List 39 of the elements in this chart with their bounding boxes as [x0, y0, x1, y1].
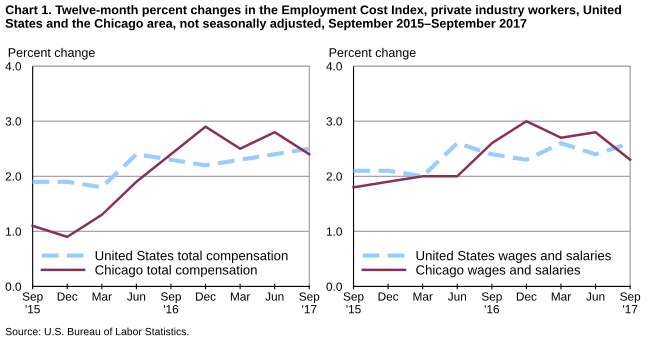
y-axis-title: Percent change [8, 48, 95, 60]
y-tick-label: 4.0 [5, 62, 22, 70]
source-note: Source: U.S. Bureau of Labor Statistics. [6, 328, 188, 336]
y-tick-label: 1.0 [6, 227, 22, 236]
y-tick-label: 3.0 [326, 117, 342, 126]
x-tick-label: Sep '17 [620, 292, 640, 314]
legend-label: United States total compensation [96, 250, 288, 263]
y-tick-label: 2.0 [6, 172, 22, 181]
y-tick-label: 2.0 [326, 172, 342, 181]
x-tick-label: Sep '15 [22, 292, 43, 314]
line-series [30, 146, 312, 190]
x-tick-label: Dec [516, 292, 537, 301]
x-tick-label: Mar [92, 292, 112, 301]
x-tick-label: Dec [378, 292, 398, 301]
x-tick-label: Jun [127, 292, 146, 301]
x-tick-label: Mar [230, 292, 250, 301]
legend-label: United States wages and salaries [416, 250, 611, 263]
y-tick-label: 1.0 [326, 227, 342, 236]
x-tick-label: Sep '16 [160, 292, 181, 314]
y-axis-title: Percent change [330, 48, 416, 60]
x-tick-label: Sep '16 [482, 292, 502, 314]
x-tick-label: Mar [413, 292, 433, 301]
line-series [352, 120, 632, 189]
y-tick-label: 4.0 [326, 62, 342, 70]
x-tick-label: Sep '17 [299, 292, 320, 314]
x-tick-label: Mar [552, 292, 571, 301]
x-tick-label: Jun [448, 292, 466, 301]
x-tick-label: Jun [586, 292, 604, 301]
line-series [31, 125, 311, 238]
legend-label: Chicago wages and salaries [416, 264, 580, 278]
x-tick-label: Jun [265, 292, 284, 301]
legend-label: Chicago total compensation [95, 264, 257, 278]
y-tick-label: 3.0 [6, 117, 22, 126]
x-tick-label: Sep '15 [344, 292, 364, 314]
chart-title: Chart 1. Twelve-month percent changes in the Employment Cost Index, private industry workers, United States and the Chicago area, not seasonally adjusted, September 2015–September 2017 [6, 5, 621, 30]
y-tick-label: 0.0 [6, 282, 22, 291]
y-tick-label: 0.0 [326, 282, 342, 291]
x-tick-label: Dec [196, 292, 216, 301]
x-tick-label: Dec [58, 292, 78, 301]
